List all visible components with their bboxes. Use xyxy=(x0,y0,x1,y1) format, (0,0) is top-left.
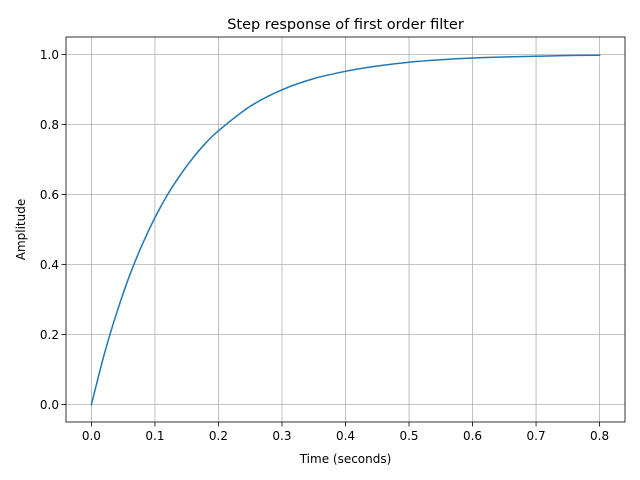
y-tick-label: 0.4 xyxy=(40,258,59,272)
x-axis-label: Time (seconds) xyxy=(299,452,392,466)
x-tick-label: 0.5 xyxy=(399,429,418,443)
x-tick-label: 0.3 xyxy=(272,429,291,443)
series-layer xyxy=(90,54,601,406)
series-line xyxy=(90,54,601,406)
y-tick-label: 0.2 xyxy=(40,328,59,342)
x-tick-label: 0.2 xyxy=(209,429,228,443)
y-tick-label: 1.0 xyxy=(40,48,59,62)
y-axis-label: Amplitude xyxy=(14,199,28,261)
y-tick-label: 0.0 xyxy=(40,398,59,412)
x-tick-label: 0.8 xyxy=(590,429,609,443)
y-tick-label: 0.8 xyxy=(40,118,59,132)
ticks: 0.0 0.1 0.2 0.3 0.4 0.5 0.6 0.7 0.8 0.0 0.2 0.4 0.6 0… xyxy=(40,48,609,443)
x-tick-label: 0.1 xyxy=(145,429,164,443)
x-tick-label: 0.0 xyxy=(82,429,101,443)
x-tick-label: 0.4 xyxy=(336,429,355,443)
grid xyxy=(66,37,625,422)
y-tick-label: 0.6 xyxy=(40,188,59,202)
chart-title: Step response of first order filter xyxy=(227,17,464,33)
x-tick-label: 0.7 xyxy=(527,429,546,443)
x-tick-label: 0.6 xyxy=(463,429,482,443)
